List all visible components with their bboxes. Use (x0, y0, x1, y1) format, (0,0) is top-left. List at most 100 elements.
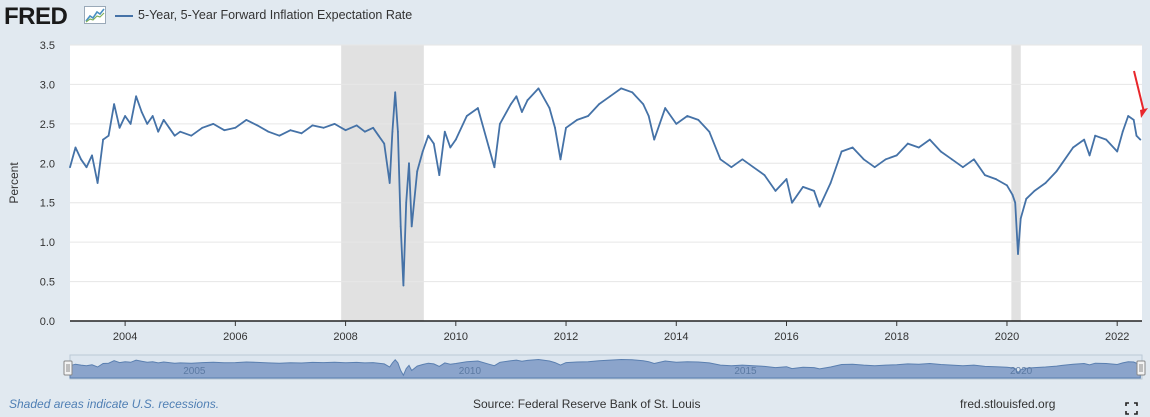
navigator-handle-icon[interactable] (63, 360, 73, 376)
data-point (1135, 134, 1138, 137)
data-point (162, 119, 165, 121)
data-point (223, 129, 226, 132)
data-point (537, 87, 540, 90)
data-point (515, 95, 518, 98)
data-point (363, 130, 366, 133)
data-point (1072, 146, 1075, 149)
data-point (443, 130, 446, 133)
data-point (383, 142, 386, 145)
data-point (510, 103, 512, 106)
y-tick-label: 0.0 (40, 316, 55, 328)
data-point (995, 178, 997, 180)
data-point (972, 158, 975, 161)
legend-swatch (115, 15, 133, 17)
data-point (1017, 253, 1019, 255)
data-point (1044, 182, 1047, 184)
data-point (135, 95, 138, 98)
data-point (344, 129, 347, 132)
recession-note[interactable]: Shaded areas indicate U.S. recessions. (9, 397, 220, 411)
data-point (493, 166, 496, 169)
data-point (432, 142, 435, 145)
data-point (311, 124, 314, 127)
data-point (642, 103, 645, 106)
data-point (107, 134, 110, 137)
data-point (416, 170, 419, 173)
navigator-label: 2015 (734, 366, 757, 377)
recession-band (1011, 45, 1021, 321)
data-point (168, 126, 171, 129)
data-point (151, 115, 154, 117)
data-point (388, 182, 391, 184)
data-point (609, 95, 612, 98)
data-point (146, 122, 149, 125)
y-tick-label: 1.5 (40, 198, 55, 210)
line-chart: 0.0 0.5 1.0 1.5 2.0 2.5 3.0 3.5 2004 2006 2008 2010… (7, 40, 1148, 380)
data-point (664, 107, 667, 109)
data-point (554, 126, 556, 129)
data-point (173, 134, 176, 137)
data-point (895, 154, 898, 157)
data-point (377, 134, 380, 137)
data-point (355, 124, 358, 127)
data-point (487, 146, 490, 149)
x-tick-label: 2012 (554, 331, 578, 343)
data-point (884, 158, 887, 161)
data-point (719, 158, 722, 161)
data-point (333, 122, 336, 125)
data-point (245, 119, 248, 121)
data-point (961, 166, 964, 169)
fullscreen-icon[interactable] (1125, 402, 1138, 415)
data-point (1094, 134, 1097, 137)
data-point (278, 134, 281, 137)
data-point (840, 150, 843, 153)
x-tick-label: 2006 (223, 331, 247, 343)
fred-logo[interactable]: FRED (4, 3, 68, 30)
data-point (1006, 184, 1008, 187)
data-point (140, 111, 143, 113)
data-point (686, 115, 689, 117)
data-point (113, 103, 115, 106)
data-point (928, 138, 931, 141)
data-point (813, 189, 815, 192)
site-link[interactable]: fred.stlouisfed.org (960, 397, 1056, 411)
data-point (399, 225, 402, 228)
data-point (862, 158, 865, 161)
data-point (1083, 138, 1086, 141)
data-point (917, 146, 920, 149)
data-point (1132, 119, 1135, 121)
data-point (1055, 170, 1058, 173)
data-point (449, 146, 452, 149)
x-tick-label: 2008 (333, 331, 357, 343)
data-point (1014, 201, 1017, 204)
data-point (405, 201, 408, 204)
data-point (631, 91, 634, 94)
navigator-handle-icon[interactable] (1136, 360, 1146, 376)
x-tick-label: 2014 (664, 331, 688, 343)
data-point (1127, 115, 1130, 117)
data-point (124, 115, 127, 117)
legend-label: 5-Year, 5-Year Forward Inflation Expecta… (138, 8, 413, 22)
data-point (939, 150, 942, 153)
data-point (548, 107, 551, 109)
data-point (851, 146, 854, 149)
data-point (476, 107, 479, 109)
data-point (984, 174, 986, 177)
data-point (80, 158, 82, 161)
data-point (397, 130, 399, 133)
data-point (69, 166, 71, 169)
range-navigator[interactable]: 2005 2010 2015 2020 (63, 354, 1146, 380)
data-point (906, 142, 909, 145)
data-point (1105, 138, 1108, 141)
x-tick-label: 2010 (444, 331, 468, 343)
data-point (322, 126, 325, 129)
y-tick-label: 3.5 (40, 40, 55, 52)
data-point (565, 126, 567, 129)
data-point (785, 178, 788, 180)
data-point (1033, 189, 1036, 192)
data-point (697, 119, 700, 121)
data-point (391, 130, 394, 133)
data-point (675, 122, 678, 125)
data-point (620, 87, 623, 90)
data-point (96, 182, 99, 184)
data-point (201, 126, 204, 129)
